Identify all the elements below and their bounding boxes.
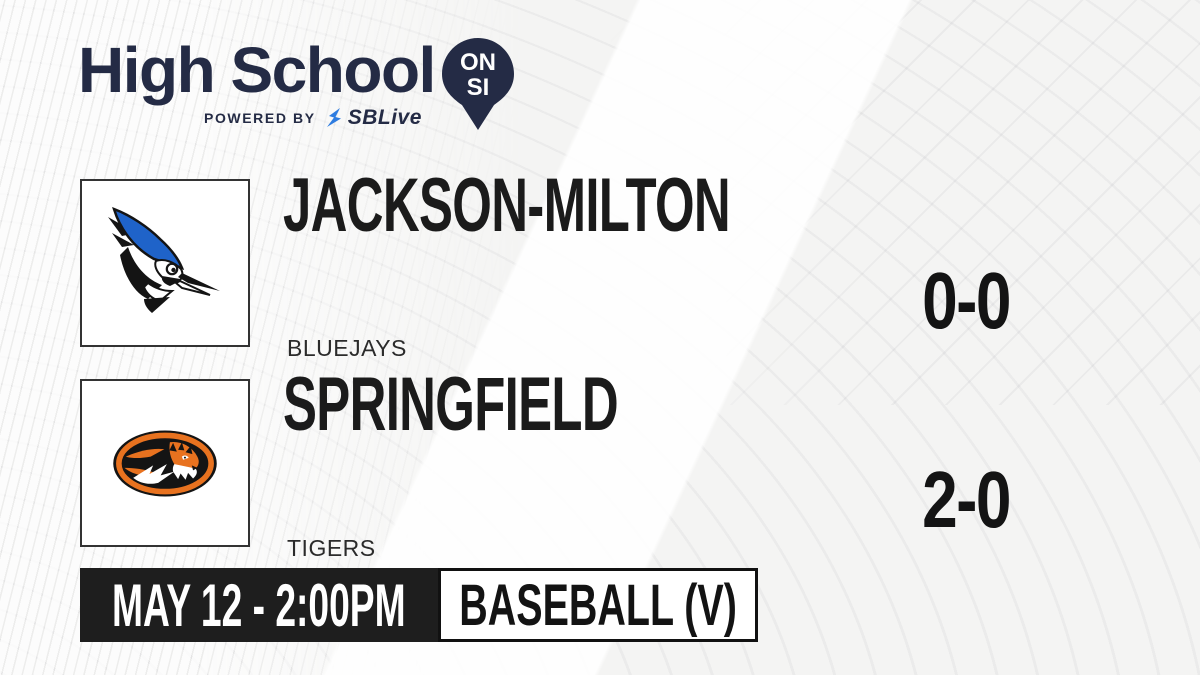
event-sport-box: BASEBALL (V) (438, 568, 758, 642)
team2-logo-box (80, 379, 250, 547)
event-datetime-box: MAY 12 - 2:00PM (80, 568, 438, 642)
team1-name: JACKSON-MILTON (283, 163, 731, 248)
event-datetime: MAY 12 - 2:00PM (112, 571, 406, 639)
team2-record: 2-0 (922, 455, 1011, 544)
team2-mascot: TIGERS (287, 535, 376, 561)
bluejay-logo (108, 206, 220, 313)
pin-text-on: ON (460, 49, 496, 76)
sblive-label: SBLive (347, 106, 422, 129)
event-sport: BASEBALL (V) (459, 572, 737, 638)
on-si-pin-icon: ON SI (442, 38, 514, 130)
tiger-logo (113, 429, 217, 497)
powered-by-label: POWERED BY (204, 110, 316, 126)
team1-logo-box (80, 179, 250, 347)
sblive-bolt-icon (326, 108, 341, 127)
brand-title: High School (78, 34, 436, 106)
team2-name: SPRINGFIELD (283, 362, 619, 447)
sblive-wordmark: SBLive (325, 106, 422, 130)
team1-record: 0-0 (922, 256, 1011, 345)
pin-text-si: SI (467, 74, 490, 101)
powered-by-row: POWERED BY SBLive (204, 106, 422, 130)
team1-mascot: BLUEJAYS (287, 335, 407, 361)
